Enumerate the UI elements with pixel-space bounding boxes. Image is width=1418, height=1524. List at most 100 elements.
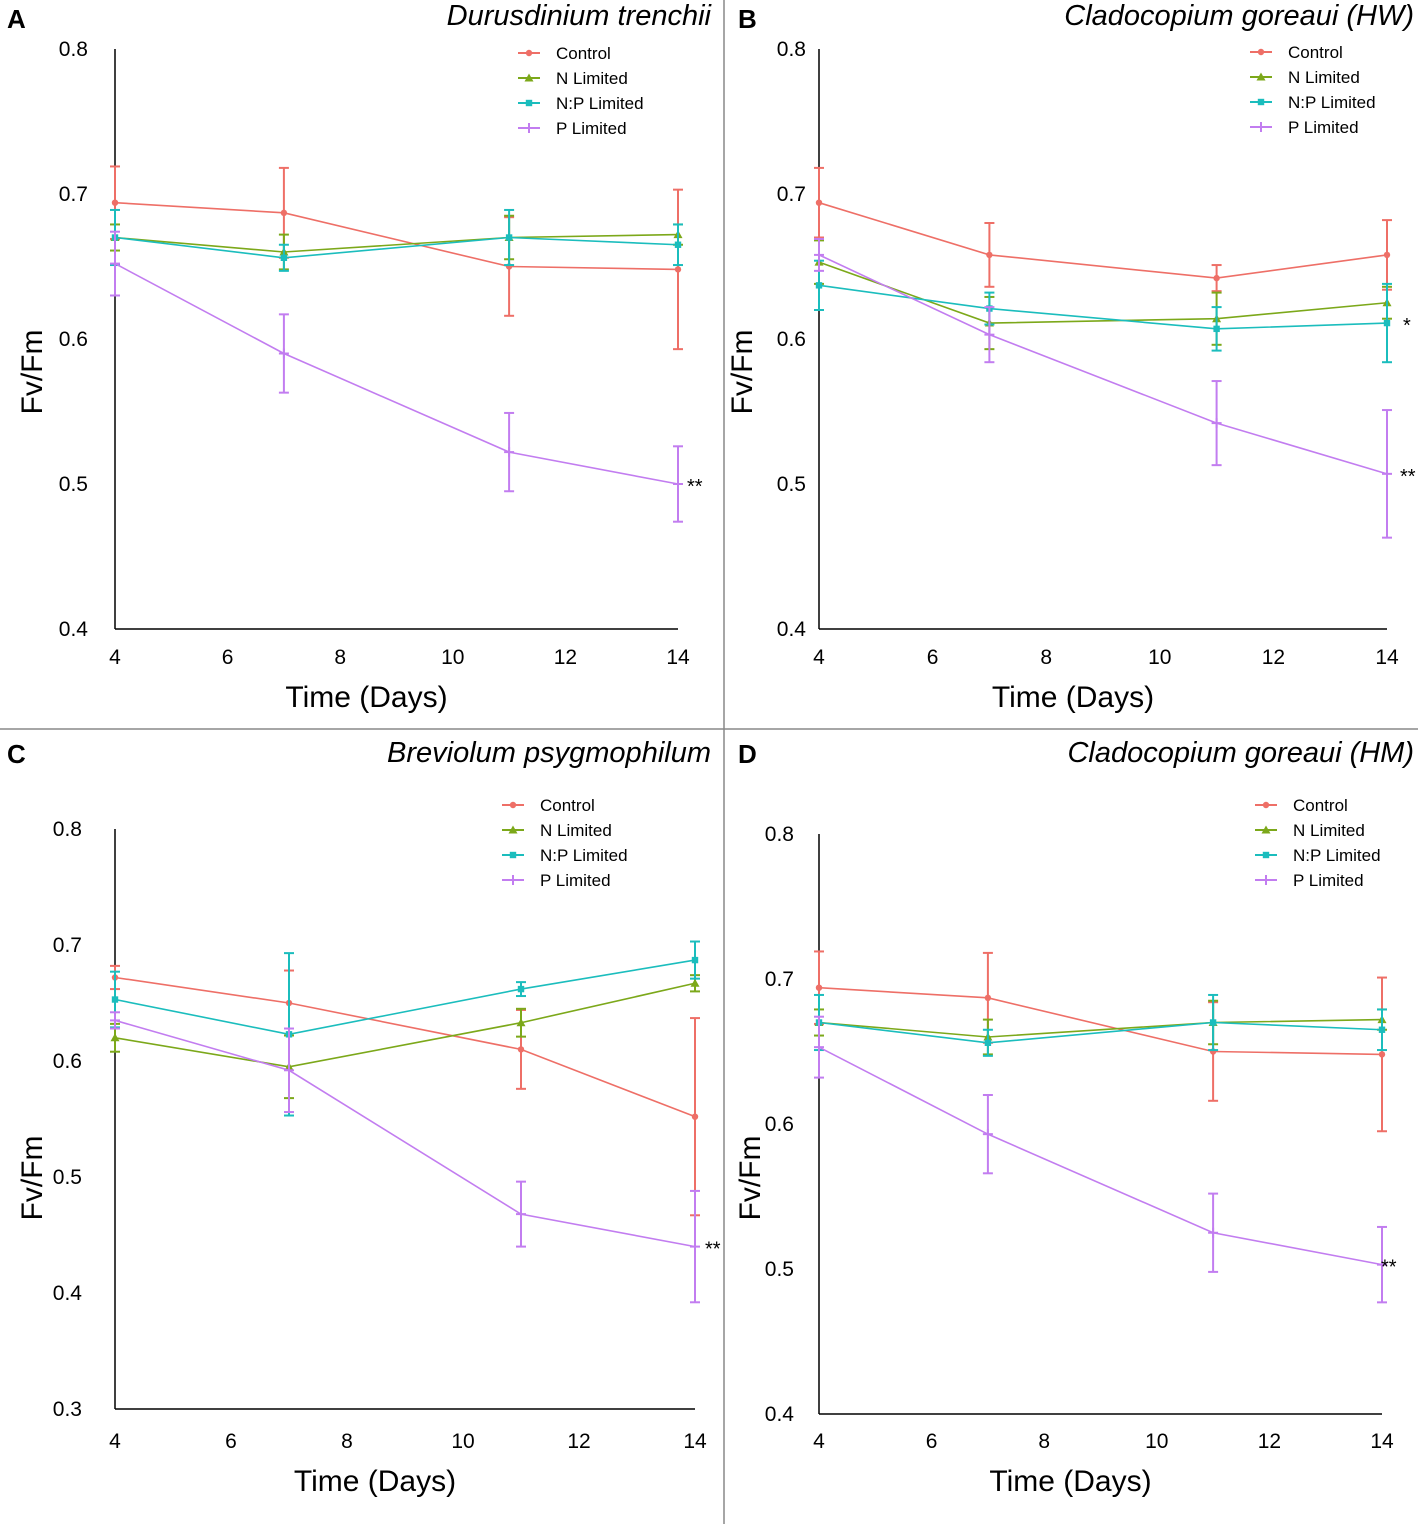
panel-a-legend-n-limited-marker xyxy=(524,73,534,82)
panel-c-y-axis-label: Fv/Fm xyxy=(16,1136,49,1221)
panel-a-legend-control-label: Control xyxy=(556,44,611,63)
panel-c-legend-n-p-limited-marker xyxy=(509,851,517,859)
panel-c-control-point xyxy=(517,1046,525,1053)
panel-b-control-line xyxy=(818,201,1388,279)
panel-d-control-line xyxy=(818,986,1383,1056)
panel-a-x-tick-label: 10 xyxy=(441,646,464,669)
panel-d-control-point xyxy=(815,984,823,991)
panel-b-p-limited-line xyxy=(818,254,1388,475)
panel-a-p-limited-point xyxy=(504,447,515,458)
panel-b-n-p-limited-point xyxy=(1213,325,1220,333)
panel-b-control-point xyxy=(1213,274,1220,282)
panel-b-letter: B xyxy=(738,4,757,34)
panel-d-n-p-limited-point xyxy=(1378,1026,1386,1033)
panel-b-x-tick-label: 8 xyxy=(1040,646,1052,669)
panel-a-legend-control-marker xyxy=(525,49,533,57)
panel-a-y-axis-label: Fv/Fm xyxy=(16,330,49,415)
panel-c-p-limited-point xyxy=(110,1015,120,1026)
panel-d-y-tick-label: 0.7 xyxy=(765,968,794,991)
panel-c-legend-p-limited-marker xyxy=(508,875,518,885)
panel-d-control-point xyxy=(984,994,992,1002)
panel-d-x-tick-label: 6 xyxy=(926,1430,938,1453)
panel-d-y-tick-label: 0.8 xyxy=(765,823,794,846)
panel-c-y-tick-label: 0.5 xyxy=(53,1166,82,1189)
panel-d-n-p-limited-line xyxy=(818,1021,1383,1044)
panel-c-p-limited-point xyxy=(284,1065,294,1076)
panel-c-y-tick-label: 0.3 xyxy=(53,1398,82,1421)
panel-b-p-limited-point xyxy=(1211,418,1222,429)
panel-c-n-limited-point xyxy=(110,1033,120,1042)
panel-b-p-limited-point xyxy=(1382,468,1392,479)
panel-a-letter: A xyxy=(7,4,26,34)
panel-d-x-tick-label: 12 xyxy=(1258,1430,1281,1453)
panel-b-x-tick-label: 10 xyxy=(1148,646,1171,669)
panel-a-y-tick-label: 0.6 xyxy=(59,328,88,351)
panel-d-legend-control-marker xyxy=(1262,801,1270,809)
panel-a-control-point xyxy=(674,266,682,273)
panel-c-y-tick-label: 0.6 xyxy=(53,1050,82,1073)
panel-a-control-point xyxy=(280,209,288,217)
panel-c-y-tick-label: 0.8 xyxy=(53,818,82,841)
panel-a-y-tick-label: 0.7 xyxy=(59,183,88,206)
panel-c-significance-p-limited: ** xyxy=(705,1239,721,1261)
panel-d-y-tick-label: 0.5 xyxy=(765,1258,794,1281)
panel-d-legend-n-limited-marker xyxy=(1261,825,1271,834)
panel-b-legend-control-label: Control xyxy=(1288,43,1343,62)
panel-c-x-tick-label: 8 xyxy=(341,1430,353,1453)
panel-c-n-limited-point xyxy=(690,978,700,987)
panel-d-p-limited-line xyxy=(818,1046,1383,1266)
panel-a-y-tick-label: 0.5 xyxy=(59,473,88,496)
panel-b-significance-p-limited: ** xyxy=(1400,466,1416,488)
panel-a-title: Durusdinium trenchii xyxy=(447,0,713,32)
panel-d-p-limited-point xyxy=(982,1129,993,1140)
panel-d-x-tick-label: 10 xyxy=(1145,1430,1168,1453)
panel-b-legend-p-limited-label: P Limited xyxy=(1288,118,1359,137)
panel-a-n-p-limited-point xyxy=(674,241,682,248)
panel-b-control-point xyxy=(815,199,823,206)
panel-b-y-tick-label: 0.5 xyxy=(777,473,806,496)
panel-b-significance-np-limited: * xyxy=(1403,315,1411,337)
panel-b-n-limited-line xyxy=(818,261,1388,324)
panel-a-control-point xyxy=(111,199,119,206)
panel-c-legend-control-marker xyxy=(509,801,517,809)
panel-b-control-point xyxy=(1383,251,1391,259)
panel-d-n-p-limited-point xyxy=(984,1039,992,1046)
panel-b-n-p-limited-point xyxy=(815,282,823,289)
panel-c-title: Breviolum psygmophilum xyxy=(387,737,711,769)
panel-b-x-tick-label: 12 xyxy=(1262,646,1285,669)
panel-b-y-tick-label: 0.6 xyxy=(777,328,806,351)
panel-b-n-p-limited-line xyxy=(818,284,1388,330)
panel-b-n-p-limited-point xyxy=(1383,319,1391,327)
panel-b-legend-p-limited-marker xyxy=(1256,122,1266,132)
panel-b-x-tick-label: 6 xyxy=(927,646,939,669)
panel-b-x-tick-label: 14 xyxy=(1375,646,1399,669)
panel-d-legend-p-limited-label: P Limited xyxy=(1293,871,1364,890)
panel-a-n-p-limited-line xyxy=(114,236,679,259)
panel-d-legend-n-p-limited-label: N:P Limited xyxy=(1293,846,1381,865)
panel-a-p-limited-point xyxy=(110,258,120,269)
panel-d-y-tick-label: 0.6 xyxy=(765,1113,794,1136)
panel-d-legend-control-label: Control xyxy=(1293,796,1348,815)
panel-a-p-limited-point xyxy=(278,348,289,359)
panel-c-legend-p-limited-label: P Limited xyxy=(540,871,611,890)
panel-a-y-tick-label: 0.4 xyxy=(59,618,89,641)
panel-c-x-tick-label: 4 xyxy=(109,1430,121,1453)
panel-a-legend-n-limited-label: N Limited xyxy=(556,69,628,88)
panel-b-y-tick-label: 0.8 xyxy=(777,38,806,61)
panel-a-legend-n-p-limited-marker xyxy=(525,99,533,107)
panel-a-n-limited-line xyxy=(114,233,679,253)
panel-c-x-tick-label: 6 xyxy=(225,1430,237,1453)
panel-b-title: Cladocopium goreaui (HW) xyxy=(1064,0,1414,32)
panel-c-p-limited-point xyxy=(516,1209,526,1220)
panel-c-legend-n-limited-label: N Limited xyxy=(540,821,612,840)
panel-d-n-p-limited-point xyxy=(1209,1019,1217,1026)
panel-b-y-tick-label: 0.4 xyxy=(777,618,807,641)
panel-a-y-tick-label: 0.8 xyxy=(59,38,88,61)
panel-c-y-tick-label: 0.4 xyxy=(53,1282,83,1305)
panel-c-n-p-limited-point xyxy=(111,996,119,1003)
panel-a-n-p-limited-point xyxy=(505,234,513,241)
panel-b-p-limited-point xyxy=(984,329,995,340)
panel-c-n-p-limited-line xyxy=(114,959,696,1036)
panel-c-n-p-limited-point xyxy=(517,985,525,993)
panel-d-significance-p-limited: ** xyxy=(1381,1257,1397,1279)
